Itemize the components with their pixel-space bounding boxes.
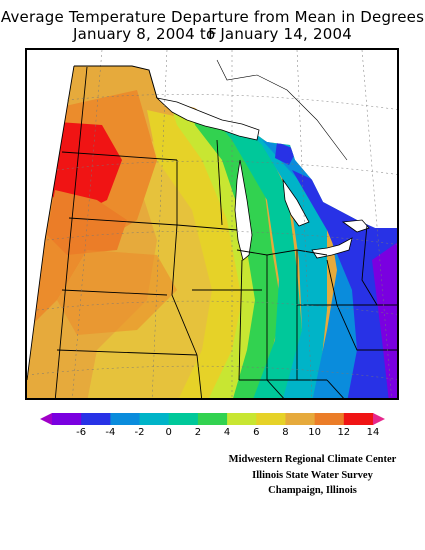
- colorbar-segment: [314, 413, 345, 425]
- colorbar-tick-label: 2: [194, 427, 202, 438]
- credit-line-2: Illinois State Water Survey: [252, 470, 373, 481]
- state-boundaries: [27, 65, 397, 398]
- colorbar-tick-label: -2: [134, 427, 145, 438]
- map-title: Average Temperature Departure from Mean …: [0, 8, 425, 43]
- colorbar-segment: [52, 413, 82, 425]
- credit-line-1: Midwestern Regional Climate Center: [228, 454, 397, 465]
- colorbar-segment: [168, 413, 199, 425]
- colorbar-segment: [110, 413, 141, 425]
- temperature-departure-map: [25, 48, 399, 400]
- colorbar-tick-label: -6: [76, 427, 87, 438]
- colorbar-tick-label: -4: [105, 427, 116, 438]
- great-lakes: [155, 97, 370, 261]
- colorbar-tick-label: 4: [223, 427, 231, 438]
- colorbar-tick-label: 14: [366, 427, 380, 438]
- map-subtitle-date-range: January 8, 2004 to January 14, 2004: [73, 25, 352, 43]
- colorbar-tick-label: 6: [253, 427, 260, 438]
- colorbar-segment: [256, 413, 286, 425]
- map-canvas: [27, 50, 397, 398]
- colorbar-tick-label: 10: [308, 427, 321, 438]
- colorbar-segment: [139, 413, 170, 425]
- colorbar-segment: [81, 413, 111, 425]
- colorbar-arrow-low: [40, 413, 52, 425]
- canada-coastline: [216, 59, 348, 161]
- colorbar-segment: [285, 413, 316, 425]
- colorbar-segment: [197, 413, 228, 425]
- colorbar-segment: [343, 413, 374, 425]
- graticule: [27, 50, 397, 398]
- color-scale-bar: [40, 413, 385, 425]
- canada-border: [74, 65, 158, 99]
- colorbar-segment: [227, 413, 257, 425]
- colorbar-tick-label: 0: [165, 427, 172, 438]
- colorbar-arrow-high: [373, 413, 385, 425]
- colorbar-tick-label: 12: [337, 427, 351, 438]
- credit-line-3: Champaign, Illinois: [268, 485, 357, 496]
- colorbar-tick-label: 8: [282, 427, 289, 438]
- temperature-contours: [27, 66, 397, 398]
